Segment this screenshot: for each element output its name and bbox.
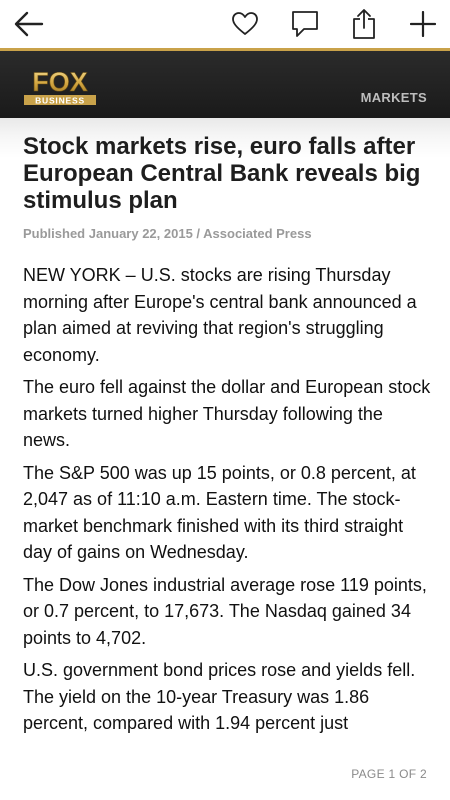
article-paragraph: U.S. government bond prices rose and yie… <box>23 660 416 733</box>
back-button[interactable] <box>9 4 49 44</box>
speech-bubble-icon <box>292 11 318 37</box>
accent-rule <box>0 48 450 51</box>
back-arrow-icon <box>14 11 44 37</box>
heart-icon <box>232 12 258 35</box>
article-headline: Stock markets rise, euro falls after Eur… <box>23 133 421 214</box>
plus-icon <box>410 11 436 37</box>
headline-background <box>0 118 450 258</box>
article-byline: Published January 22, 2015 / Associated … <box>23 226 312 241</box>
article-body: NEW YORK – U.S. stocks are rising Thursd… <box>23 262 433 743</box>
article-paragraph: The euro fell against the dollar and Eur… <box>23 377 431 450</box>
article-paragraph: NEW YORK – U.S. stocks are rising Thursd… <box>23 265 417 365</box>
article-paragraph: The S&P 500 was up 15 points, or 0.8 per… <box>23 462 416 563</box>
section-label[interactable]: MARKETS <box>360 90 427 105</box>
add-button[interactable] <box>403 4 443 44</box>
fox-business-logo: FOX BUSINESS <box>24 67 96 106</box>
top-toolbar <box>0 0 450 48</box>
article-paragraph: The Dow Jones industrial average rose 11… <box>23 574 427 648</box>
logo-text-top: FOX <box>32 67 88 97</box>
share-icon <box>353 9 375 39</box>
share-button[interactable] <box>344 4 384 44</box>
logo-text-bottom: BUSINESS <box>35 96 85 106</box>
comment-button[interactable] <box>285 4 325 44</box>
page-indicator: PAGE 1 OF 2 <box>351 767 427 781</box>
favorite-button[interactable] <box>225 4 265 44</box>
brand-header: FOX BUSINESS MARKETS <box>0 51 450 118</box>
